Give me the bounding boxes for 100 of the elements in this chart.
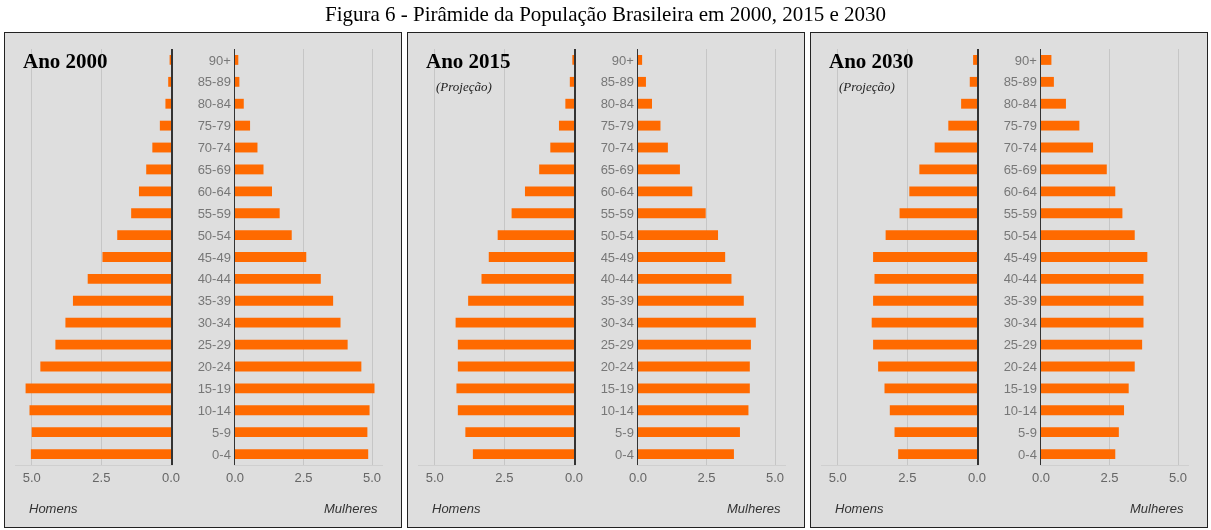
bar (235, 55, 239, 65)
bar (899, 208, 977, 219)
chart-title: Figura 6 - Pirâmide da População Brasileira em 2000, 2015 e 2030 (323, 2, 887, 27)
bar (481, 273, 574, 284)
y-tick-label: 35-39 (600, 293, 634, 309)
y-tick-label: 45-49 (600, 249, 634, 265)
x-tick-label: 2.5 (898, 469, 917, 485)
bar (165, 98, 171, 109)
y-tick-label: 5-9 (212, 424, 231, 440)
bar (638, 449, 734, 459)
bar (638, 273, 732, 284)
bar (1041, 142, 1094, 153)
bar (1041, 339, 1143, 350)
bar (235, 208, 280, 219)
bar (1041, 230, 1135, 241)
bar (1041, 120, 1080, 131)
bar (29, 405, 171, 416)
bar (873, 295, 977, 306)
y-tick-label: 90+ (208, 52, 231, 68)
y-tick-label: 5-9 (1018, 424, 1037, 440)
bar (1041, 208, 1123, 219)
chart-subtitle: Ano 2000 (23, 49, 108, 73)
bar (455, 317, 574, 328)
bar (638, 405, 749, 416)
y-tick-label: 40-44 (1003, 271, 1037, 287)
y-tick-label: 80-84 (600, 96, 634, 112)
bar (40, 361, 171, 372)
y-tick-label: 25-29 (600, 337, 634, 353)
y-tick-label: 60-64 (1003, 183, 1037, 199)
y-tick-label: 0-4 (212, 446, 231, 462)
bar (919, 164, 977, 175)
bar (235, 76, 240, 87)
y-tick-label: 40-44 (197, 271, 231, 287)
bar (1041, 164, 1107, 175)
x-tick-label: 0.0 (628, 469, 648, 485)
bar (1041, 76, 1054, 87)
bar (638, 76, 646, 87)
x-tick-label: 0.0 (161, 469, 181, 485)
y-tick-label: 40-44 (600, 271, 634, 287)
bar (235, 252, 307, 262)
y-tick-label: 75-79 (197, 118, 231, 134)
bar (558, 120, 574, 131)
y-tick-label: 45-49 (1003, 249, 1037, 265)
y-tick-label: 30-34 (600, 315, 634, 331)
x-tick-label: 5.0 (22, 469, 41, 485)
y-tick-label: 10-14 (1003, 402, 1037, 418)
x-axis-title: Homens (835, 501, 884, 516)
y-tick-label: 65-69 (197, 161, 231, 177)
bar (25, 383, 171, 394)
bar (894, 427, 977, 438)
bar (1041, 252, 1148, 262)
bar (235, 427, 368, 438)
bar (488, 252, 574, 262)
bar (871, 317, 977, 328)
x-axis-title: Mulheres (324, 501, 378, 516)
bar (235, 317, 341, 328)
bar (973, 55, 977, 65)
x-tick-label: 2.5 (92, 469, 111, 485)
y-tick-label: 30-34 (197, 315, 231, 331)
y-tick-label: 80-84 (1003, 96, 1037, 112)
x-tick-label: 5.0 (828, 469, 847, 485)
bar (1041, 361, 1135, 372)
x-tick-label: 0.0 (225, 469, 245, 485)
bar (235, 98, 244, 109)
bar (1041, 383, 1129, 394)
bar (524, 186, 574, 197)
y-tick-label: 65-69 (1003, 161, 1037, 177)
bar (235, 449, 369, 459)
bar (909, 186, 977, 197)
bar (874, 273, 977, 284)
bar (497, 230, 574, 241)
bar (638, 252, 726, 262)
x-tick-label: 5.0 (766, 469, 785, 485)
bar (456, 383, 574, 394)
bar (638, 98, 652, 109)
y-tick-label: 90+ (1014, 52, 1037, 68)
x-tick-label: 5.0 (425, 469, 444, 485)
bar (961, 98, 977, 109)
bar (511, 208, 574, 219)
y-tick-label: 75-79 (1003, 118, 1037, 134)
bar (457, 361, 574, 372)
y-tick-label: 55-59 (1003, 205, 1037, 221)
y-tick-label: 80-84 (197, 96, 231, 112)
y-tick-label: 70-74 (197, 140, 231, 156)
bar (235, 383, 375, 394)
x-tick-label: 0.0 (967, 469, 987, 485)
bar (235, 186, 272, 197)
bar (235, 164, 264, 175)
bar (465, 427, 574, 438)
y-tick-label: 55-59 (600, 205, 634, 221)
bar (539, 164, 574, 175)
x-tick-label: 2.5 (294, 469, 313, 485)
bar (235, 230, 292, 241)
bar (1041, 55, 1052, 65)
bar (638, 164, 680, 175)
annotation: (Projeção) (839, 79, 895, 94)
bar (72, 295, 171, 306)
bar (235, 120, 251, 131)
bar (1041, 405, 1125, 416)
y-tick-label: 15-19 (600, 380, 634, 396)
